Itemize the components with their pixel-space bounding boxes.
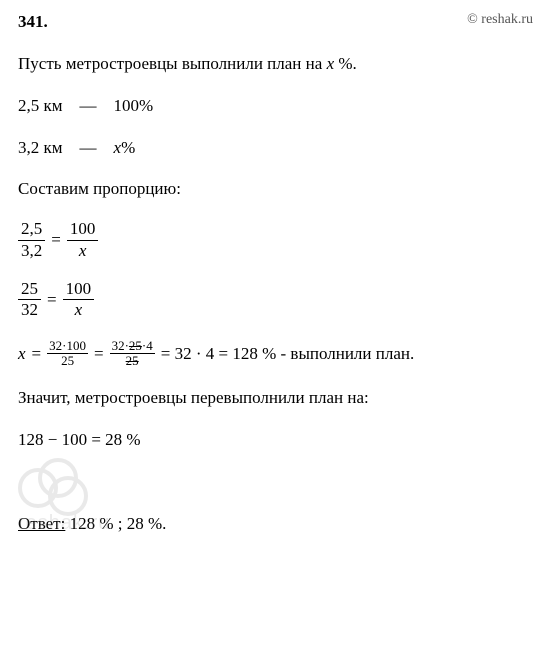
eq-sign-1: = bbox=[51, 230, 61, 250]
row2-var: x bbox=[114, 138, 122, 157]
eq-sign-2: = bbox=[47, 290, 57, 310]
answer-value: 128 % ; 28 %. bbox=[65, 514, 166, 533]
proportion-label: Составим пропорцию: bbox=[18, 177, 533, 201]
calc-result: = 32 · 4 = 128 % - выполнили план. bbox=[161, 344, 414, 364]
frac-2a-den: 32 bbox=[18, 300, 41, 320]
row1-dash: — bbox=[80, 96, 97, 115]
intro-var: x bbox=[327, 54, 335, 73]
calc-frac-2: 32·25·4 25 bbox=[110, 339, 155, 369]
row1-left: 2,5 км bbox=[18, 96, 63, 115]
frac-1a: 2,5 3,2 bbox=[18, 219, 45, 261]
row2-left: 3,2 км bbox=[18, 138, 63, 157]
calc1-den: 25 bbox=[47, 354, 88, 368]
frac-1a-den: 3,2 bbox=[18, 241, 45, 261]
calc-frac-1: 32·100 25 bbox=[47, 339, 88, 369]
calc2-den: 25 bbox=[110, 354, 155, 368]
conclusion-line: Значит, метростроевцы перевыполнили план… bbox=[18, 386, 533, 410]
row2-end: % bbox=[121, 138, 135, 157]
calc2-num-b: ·4 bbox=[142, 338, 153, 353]
frac-2a: 25 32 bbox=[18, 279, 41, 321]
equation-2: 25 32 = 100 x bbox=[18, 279, 533, 321]
equation-3: x = 32·100 25 = 32·25·4 25 = 32 · 4 = 12… bbox=[18, 339, 533, 369]
copyright-text: © reshak.ru bbox=[467, 12, 533, 28]
calc2-num-strike: 25 bbox=[129, 338, 142, 353]
proportion-row-2: 3,2 км — x% bbox=[18, 136, 533, 160]
answer-label: Ответ: bbox=[18, 514, 65, 533]
intro-text: Пусть метростроевцы выполнили план на bbox=[18, 54, 327, 73]
calc1-num: 32·100 bbox=[47, 339, 88, 354]
frac-2a-num: 25 bbox=[18, 279, 41, 300]
subtraction-line: 128 − 100 = 28 % bbox=[18, 428, 533, 452]
frac-2b-den: x bbox=[63, 300, 95, 320]
watermark-logo-icon bbox=[18, 458, 88, 508]
x-var: x bbox=[18, 344, 26, 364]
intro-end: %. bbox=[334, 54, 357, 73]
row2-dash: — bbox=[80, 138, 97, 157]
frac-1b-den: x bbox=[67, 241, 99, 261]
intro-line: Пусть метростроевцы выполнили план на x … bbox=[18, 52, 533, 76]
row1-right: 100% bbox=[114, 96, 154, 115]
problem-number: 341. bbox=[18, 12, 48, 32]
equation-1: 2,5 3,2 = 100 x bbox=[18, 219, 533, 261]
answer-line: Ответ: 128 % ; 28 %. bbox=[18, 512, 533, 536]
calc2-num-a: 32· bbox=[112, 338, 129, 353]
frac-2b: 100 x bbox=[63, 279, 95, 321]
frac-1b-num: 100 bbox=[67, 219, 99, 240]
frac-2b-num: 100 bbox=[63, 279, 95, 300]
proportion-row-1: 2,5 км — 100% bbox=[18, 94, 533, 118]
x-eq-2: = bbox=[94, 344, 104, 364]
frac-1a-num: 2,5 bbox=[18, 219, 45, 240]
x-eq-1: = bbox=[32, 344, 42, 364]
calc2-num: 32·25·4 bbox=[110, 339, 155, 354]
frac-1b: 100 x bbox=[67, 219, 99, 261]
